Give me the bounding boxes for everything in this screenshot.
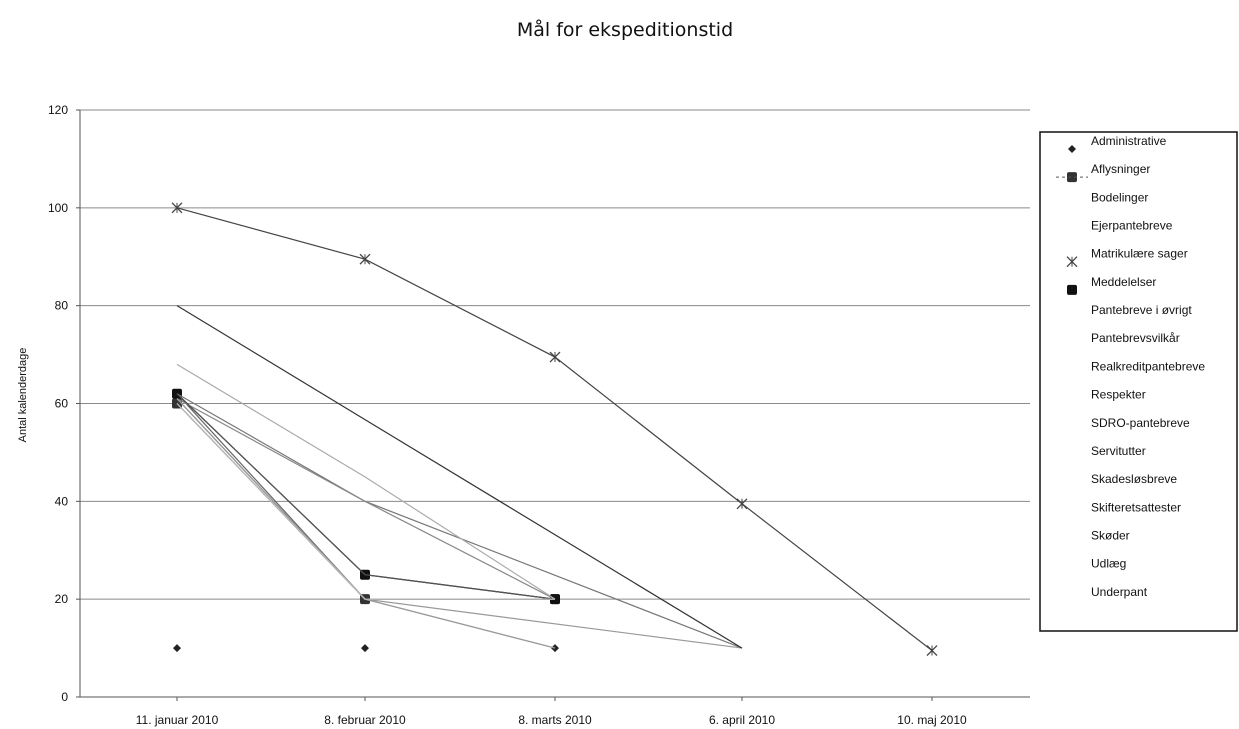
legend-marker bbox=[1067, 284, 1077, 295]
data-point bbox=[359, 253, 371, 265]
y-tick-label: 20 bbox=[55, 592, 69, 606]
data-point bbox=[736, 498, 748, 510]
x-tick-label: 6. april 2010 bbox=[709, 713, 775, 727]
series-12 bbox=[176, 398, 556, 600]
legend-label: Bodelinger bbox=[1091, 190, 1148, 204]
legend-marker bbox=[1067, 172, 1077, 183]
x-tick-label: 10. maj 2010 bbox=[897, 713, 967, 727]
legend-label: Aflysninger bbox=[1091, 162, 1150, 176]
y-tick-label: 40 bbox=[55, 494, 69, 508]
series-line bbox=[176, 393, 556, 600]
grid bbox=[80, 109, 1030, 600]
legend-label: Servitutter bbox=[1091, 444, 1146, 458]
series-13 bbox=[176, 393, 556, 600]
legend-label: SDRO-pantebreve bbox=[1091, 416, 1190, 430]
legend-label: Pantebreve i øvrigt bbox=[1091, 303, 1192, 317]
data-point bbox=[926, 645, 938, 656]
series-line bbox=[176, 398, 556, 649]
legend-marker bbox=[1068, 145, 1076, 153]
y-tick-label: 100 bbox=[48, 201, 68, 215]
legend-box bbox=[1039, 131, 1238, 632]
series bbox=[171, 202, 938, 656]
series-line bbox=[364, 598, 743, 649]
legend-label: Udlæg bbox=[1091, 557, 1126, 571]
x-tick-label: 11. januar 2010 bbox=[136, 713, 219, 727]
data-point bbox=[171, 202, 183, 214]
legend-label: Respekter bbox=[1091, 388, 1146, 402]
series-2 bbox=[176, 393, 555, 600]
series-4 bbox=[171, 202, 938, 656]
series-16 bbox=[176, 403, 555, 600]
series-line bbox=[176, 403, 556, 649]
y-tick-label: 120 bbox=[48, 103, 68, 117]
series-14 bbox=[176, 363, 556, 600]
series-3 bbox=[176, 398, 555, 600]
series-9 bbox=[364, 598, 743, 649]
legend-label: Administrative bbox=[1091, 134, 1167, 148]
series-line bbox=[176, 398, 555, 600]
series-8 bbox=[176, 403, 556, 649]
legend: Administrative Aflysninger Bodelinger Ejerp… bbox=[1039, 131, 1238, 632]
data-point bbox=[361, 644, 369, 653]
series-11 bbox=[176, 305, 743, 649]
series-line bbox=[176, 207, 933, 652]
series-line bbox=[176, 403, 555, 600]
y-tick-label: 80 bbox=[55, 299, 69, 313]
x-tick-label: 8. februar 2010 bbox=[324, 713, 406, 727]
legend-label: Skifteretsattester bbox=[1091, 500, 1181, 514]
series-15 bbox=[176, 398, 556, 649]
axes: 0 20 40 60 80 100 120 11. januar 2010 8. februar… bbox=[48, 103, 1030, 727]
legend-marker bbox=[1066, 256, 1078, 268]
legend-label: Realkreditpantebreve bbox=[1091, 359, 1205, 373]
series-line bbox=[176, 393, 555, 600]
series-7 bbox=[176, 398, 555, 600]
series-line bbox=[176, 398, 555, 600]
y-tick-label: 0 bbox=[61, 690, 68, 704]
series-line bbox=[176, 393, 743, 649]
legend-label: Pantebrevsvilkår bbox=[1091, 331, 1180, 345]
series-line bbox=[176, 305, 743, 649]
legend-label: Matrikulære sager bbox=[1091, 247, 1188, 261]
legend-label: Ejerpantebreve bbox=[1091, 219, 1173, 233]
legend-label: Skøder bbox=[1091, 528, 1130, 542]
data-point bbox=[549, 351, 561, 363]
chart-title: Mål for ekspeditionstid bbox=[517, 18, 733, 41]
data-point bbox=[173, 644, 181, 653]
series-line bbox=[176, 393, 556, 600]
legend-label: Underpant bbox=[1091, 585, 1148, 599]
legend-label: Skadesløsbreve bbox=[1091, 472, 1177, 486]
series-line bbox=[176, 398, 556, 600]
series-0 bbox=[173, 644, 559, 653]
y-axis-label: Antal kalenderdage bbox=[17, 348, 29, 443]
series-line bbox=[176, 363, 556, 600]
series-10 bbox=[176, 393, 743, 649]
y-tick-label: 60 bbox=[55, 397, 69, 411]
x-tick-label: 8. marts 2010 bbox=[518, 713, 592, 727]
legend-label: Meddelelser bbox=[1091, 275, 1156, 289]
